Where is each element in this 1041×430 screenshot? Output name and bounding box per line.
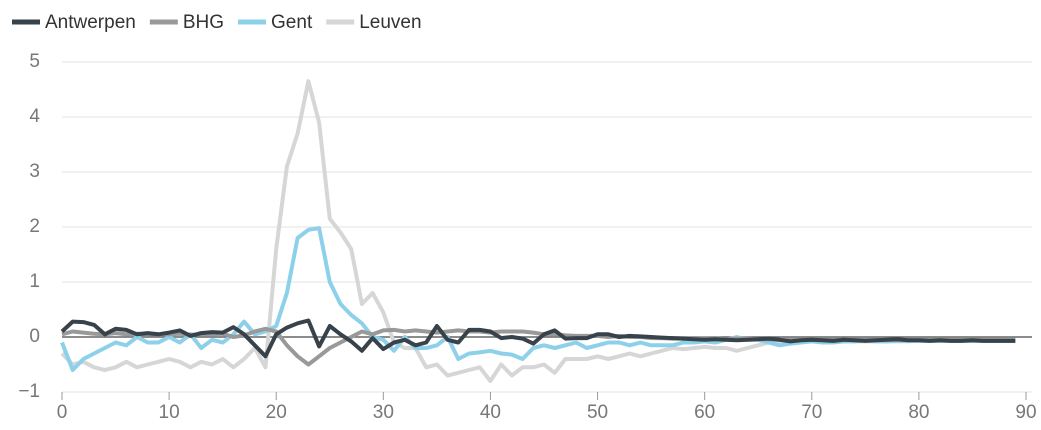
series-line bbox=[60, 226, 1016, 372]
x-tick-label: 40 bbox=[480, 402, 501, 423]
x-tick-label: 70 bbox=[801, 402, 822, 423]
legend-label: Leuven bbox=[359, 12, 421, 33]
x-tick-label: 90 bbox=[1015, 402, 1036, 423]
y-tick-label: 5 bbox=[29, 51, 40, 72]
x-tick-label: 60 bbox=[694, 402, 715, 423]
y-tick-label: 3 bbox=[29, 161, 40, 182]
x-tick-label: 30 bbox=[373, 402, 394, 423]
y-tick-label: 4 bbox=[29, 106, 40, 127]
y-tick-label: 0 bbox=[29, 326, 40, 347]
x-tick-label: 50 bbox=[587, 402, 608, 423]
series-line bbox=[60, 318, 1016, 359]
legend-label: Gent bbox=[271, 12, 313, 33]
x-tick-label: 20 bbox=[266, 402, 287, 423]
y-tick-label: 1 bbox=[29, 271, 40, 292]
x-tick-label: 0 bbox=[57, 402, 68, 423]
x-tick-label: 80 bbox=[908, 402, 929, 423]
legend-label: Antwerpen bbox=[45, 12, 136, 33]
y-tick-label: 2 bbox=[29, 216, 40, 237]
x-tick-label: 10 bbox=[159, 402, 180, 423]
y-tick-label: −1 bbox=[18, 381, 40, 402]
legend-label: BHG bbox=[183, 12, 224, 33]
